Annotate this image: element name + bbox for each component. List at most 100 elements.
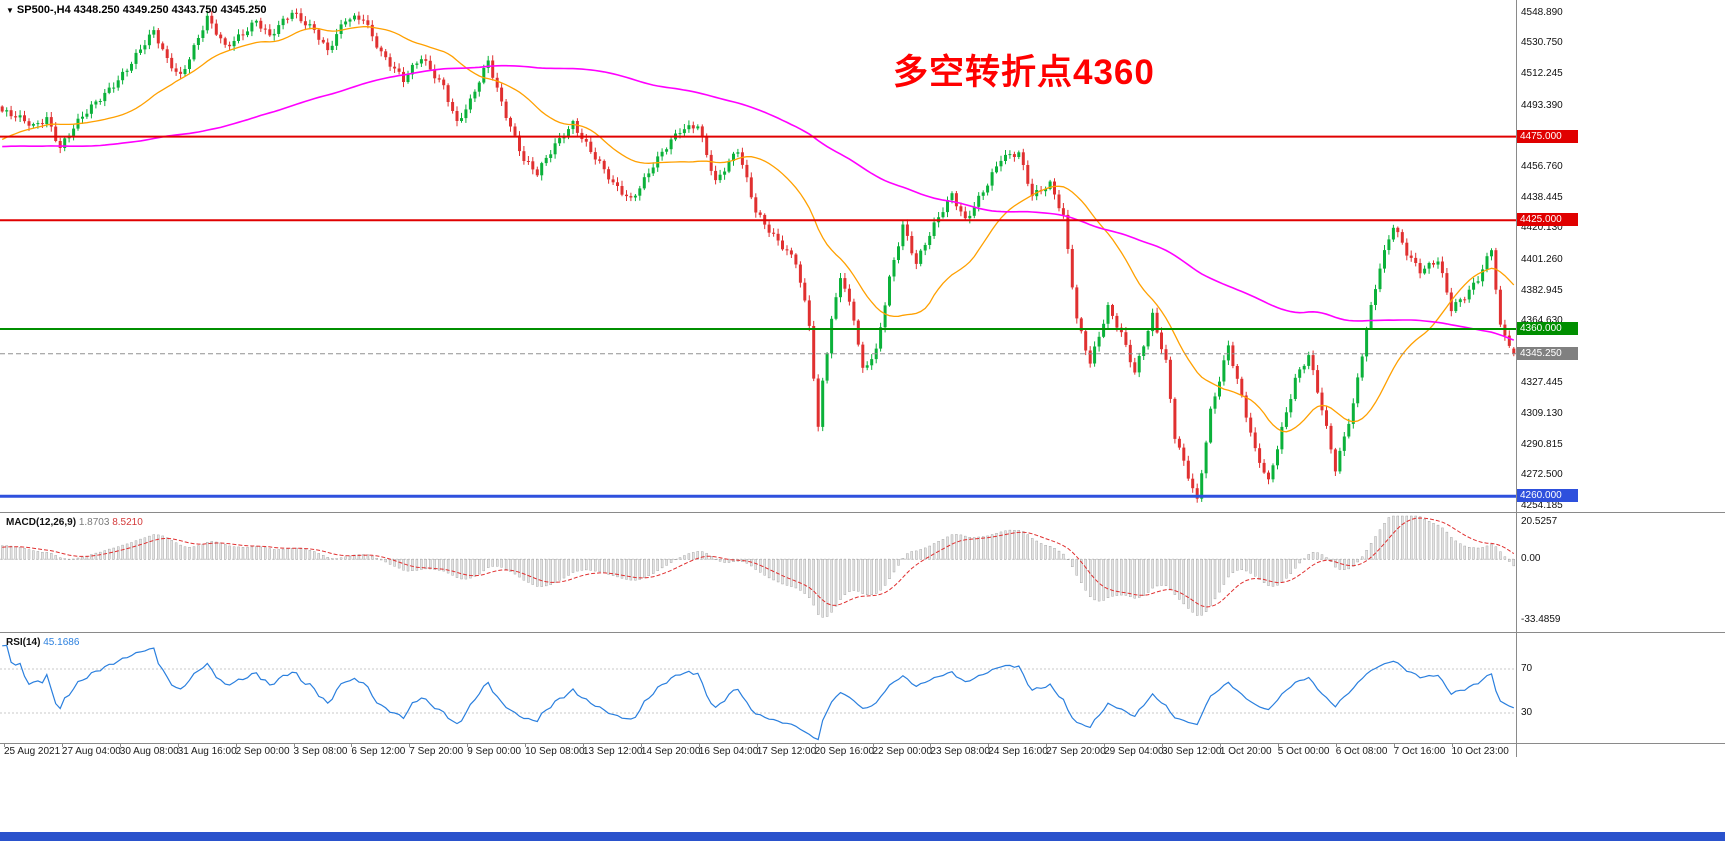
price-axis-label: 4327.445 bbox=[1521, 377, 1563, 389]
price-axis-label: 4272.500 bbox=[1521, 469, 1563, 481]
rsi-line bbox=[2, 644, 1515, 741]
rsi-axis-label: 30 bbox=[1521, 707, 1533, 718]
price-axis-label: 4420.130 bbox=[1521, 222, 1563, 234]
macd-axis-label: 0.00 bbox=[1521, 553, 1541, 565]
price-axis-label: 4438.445 bbox=[1521, 191, 1563, 203]
chart-dropdown-icon[interactable]: ▼ bbox=[6, 6, 14, 15]
time-axis-separator bbox=[0, 743, 1725, 744]
chart-header: ▼ SP500-,H4 4348.250 4349.250 4343.750 43… bbox=[6, 4, 266, 16]
time-axis-label: 6 Sep 12:00 bbox=[351, 746, 406, 757]
time-axis-label: 22 Sep 00:00 bbox=[872, 746, 933, 757]
time-axis-tick bbox=[1219, 743, 1221, 747]
time-axis-label: 27 Aug 04:00 bbox=[61, 746, 121, 757]
time-axis-label: 5 Oct 00:00 bbox=[1277, 746, 1330, 757]
rsi-name: RSI(14) bbox=[6, 637, 41, 648]
price-axis-label: 4309.130 bbox=[1521, 408, 1563, 420]
time-axis-label: 6 Oct 08:00 bbox=[1335, 746, 1388, 757]
price-axis-label: 4382.945 bbox=[1521, 284, 1563, 296]
time-axis-tick bbox=[930, 743, 932, 747]
time-axis-label: 16 Sep 04:00 bbox=[698, 746, 759, 757]
time-axis-tick bbox=[640, 743, 642, 747]
time-axis-label: 24 Sep 16:00 bbox=[988, 746, 1048, 757]
time-axis-label: 3 Sep 08:00 bbox=[293, 746, 348, 757]
time-axis-tick bbox=[988, 743, 990, 747]
time-axis-label: 13 Sep 12:00 bbox=[583, 746, 643, 757]
macd-signal-line bbox=[2, 517, 1515, 608]
price-axis-label: 4530.750 bbox=[1521, 37, 1563, 49]
time-axis-tick bbox=[351, 743, 353, 747]
macd-main-value: 1.8703 bbox=[78, 517, 110, 528]
time-axis-tick bbox=[698, 743, 700, 747]
time-axis-label: 30 Sep 12:00 bbox=[1162, 746, 1222, 757]
rsi-panel[interactable] bbox=[0, 634, 1516, 743]
annotation-text: 多空转折点4360 bbox=[893, 53, 1155, 92]
rsi-label: RSI(14) 45.1686 bbox=[6, 637, 79, 648]
time-axis-tick bbox=[1451, 743, 1453, 747]
panel-separator[interactable] bbox=[0, 632, 1725, 633]
price-axis-label: 4456.760 bbox=[1521, 161, 1563, 173]
time-axis-label: 30 Aug 08:00 bbox=[119, 746, 179, 757]
time-axis-label: 27 Sep 20:00 bbox=[1046, 746, 1106, 757]
time-axis-label: 10 Sep 08:00 bbox=[525, 746, 585, 757]
time-axis-label: 17 Sep 12:00 bbox=[756, 746, 817, 757]
price-chart-panel[interactable] bbox=[0, 0, 1516, 512]
time-axis-label: 10 Oct 23:00 bbox=[1451, 746, 1509, 757]
price-axis-label: 4512.245 bbox=[1521, 68, 1563, 80]
time-axis-label: 2 Sep 00:00 bbox=[235, 746, 290, 757]
time-axis-tick bbox=[1335, 743, 1337, 747]
time-axis-label: 9 Sep 00:00 bbox=[467, 746, 522, 757]
price-axis-label: 4493.390 bbox=[1521, 99, 1563, 111]
time-axis-label: 29 Sep 04:00 bbox=[1104, 746, 1164, 757]
time-axis-tick bbox=[1162, 743, 1163, 747]
macd-name: MACD(12,26,9) bbox=[6, 517, 77, 528]
price-badge-4260.000: 4260.000 bbox=[1517, 489, 1578, 503]
price-badge-4360.000: 4360.000 bbox=[1517, 321, 1578, 335]
ma-slow-line bbox=[2, 64, 1515, 341]
time-axis-tick bbox=[1046, 743, 1048, 747]
price-axis-label: 4548.890 bbox=[1521, 7, 1563, 18]
price-axis-label: 4401.260 bbox=[1521, 253, 1563, 265]
time-axis-label: 20 Sep 16:00 bbox=[814, 746, 875, 757]
time-axis-label: 31 Aug 16:00 bbox=[177, 746, 237, 757]
time-axis-tick bbox=[235, 743, 237, 747]
time-axis-tick bbox=[293, 743, 295, 747]
panel-separator[interactable] bbox=[0, 512, 1725, 513]
macd-axis-label: -33.4859 bbox=[1521, 614, 1561, 625]
symbol-ohlc-label: SP500-,H4 4348.250 4349.250 4343.750 434… bbox=[16, 4, 267, 16]
macd-label: MACD(12,26,9) 1.8703 8.5210 bbox=[6, 517, 143, 528]
time-axis-tick bbox=[467, 743, 469, 747]
bottom-bar bbox=[0, 832, 1725, 841]
time-axis-label: 7 Sep 20:00 bbox=[409, 746, 464, 757]
macd-axis-label: 20.5257 bbox=[1521, 516, 1558, 527]
time-axis-tick bbox=[814, 743, 816, 747]
time-axis-tick bbox=[583, 743, 584, 747]
time-axis-tick bbox=[1104, 743, 1106, 747]
time-axis-tick bbox=[177, 743, 179, 747]
time-axis-label: 14 Sep 20:00 bbox=[640, 746, 701, 757]
macd-panel[interactable] bbox=[0, 514, 1516, 632]
time-axis-tick bbox=[119, 743, 121, 747]
price-axis-label: 4254.185 bbox=[1521, 500, 1563, 511]
price-axis-line bbox=[1516, 0, 1517, 757]
candles bbox=[0, 8, 1516, 503]
price-badge-4475.000: 4475.000 bbox=[1517, 129, 1578, 143]
time-axis-tick bbox=[61, 743, 63, 747]
price-axis-label: 4364.630 bbox=[1521, 315, 1563, 327]
price-badge-4345.250: 4345.250 bbox=[1517, 346, 1578, 360]
time-axis-label: 23 Sep 08:00 bbox=[930, 746, 990, 757]
time-axis-tick bbox=[525, 743, 527, 747]
time-axis-tick bbox=[756, 743, 758, 747]
ma-fast-line bbox=[1, 26, 1515, 433]
macd-histogram bbox=[1, 515, 1516, 618]
time-axis-tick bbox=[872, 743, 874, 747]
time-axis-tick bbox=[1277, 743, 1279, 747]
time-axis-tick bbox=[4, 743, 5, 747]
macd-signal-value: 8.5210 bbox=[112, 517, 143, 528]
rsi-axis-label: 70 bbox=[1521, 663, 1533, 674]
time-axis-tick bbox=[409, 743, 411, 747]
time-axis-label: 1 Oct 20:00 bbox=[1219, 746, 1272, 757]
time-axis-label: 7 Oct 16:00 bbox=[1393, 746, 1446, 757]
price-axis-label: 4290.815 bbox=[1521, 438, 1563, 450]
price-badge-4425.000: 4425.000 bbox=[1517, 213, 1578, 227]
